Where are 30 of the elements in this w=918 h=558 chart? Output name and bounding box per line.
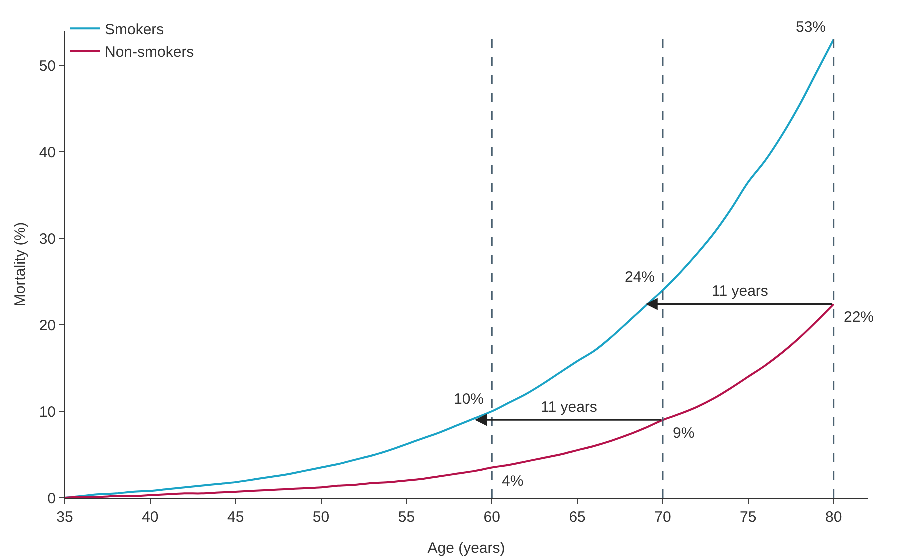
x-tick-label: 65 [569, 509, 586, 526]
x-tick-label: 60 [484, 509, 500, 526]
annotation: 53% [796, 19, 826, 36]
y-tick-label: 40 [39, 144, 56, 162]
y-tick-label: 50 [39, 58, 56, 75]
y-tick-label: 10 [39, 404, 56, 421]
x-tick-label: 40 [142, 509, 159, 526]
annotation: 4% [502, 473, 524, 490]
line-series [65, 38, 835, 498]
y-tick-label: 20 [39, 317, 56, 334]
annotation: 9% [673, 425, 695, 442]
x-tick-label: 75 [740, 509, 757, 526]
line-series [65, 303, 835, 498]
annotation: 22% [844, 309, 874, 326]
annotation: 24% [625, 269, 656, 286]
annotation: 10% [454, 391, 484, 408]
y-tick-label: 0 [48, 490, 56, 508]
x-tick-label: 45 [228, 509, 244, 526]
x-tick-label: 55 [398, 509, 416, 526]
y-axis-title: Mortality (%) [12, 222, 29, 307]
y-tick-label: 30 [39, 230, 56, 248]
x-tick-label: 35 [56, 509, 74, 526]
x-tick-label: 80 [825, 509, 842, 526]
x-tick-label: 70 [654, 509, 672, 526]
legend-label: Non-smokers [105, 44, 194, 61]
annotation: 11 years [541, 399, 598, 416]
x-tick-label: 50 [312, 509, 330, 526]
legend-label: Smokers [105, 21, 164, 38]
x-axis-title: Age (years) [428, 540, 506, 557]
annotation: 11 years [712, 283, 768, 300]
